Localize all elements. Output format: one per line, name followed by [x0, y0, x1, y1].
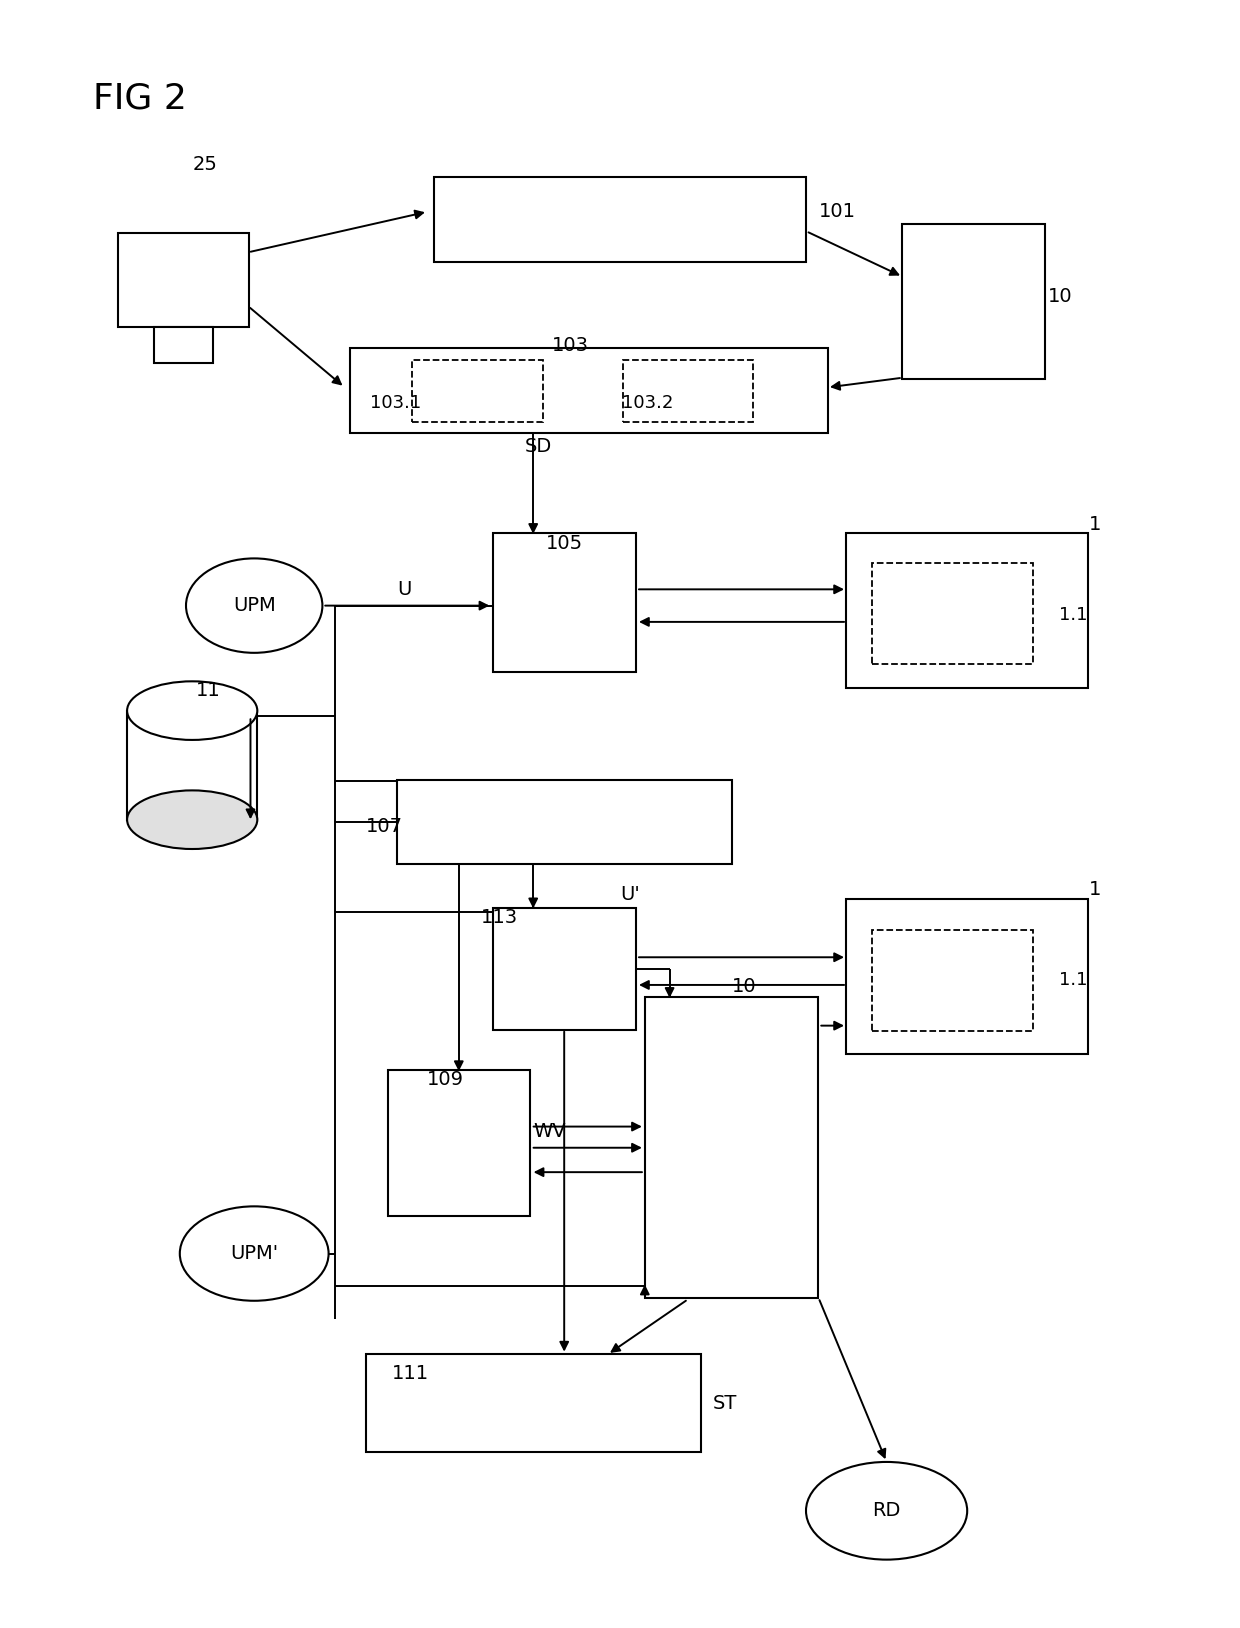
FancyBboxPatch shape	[494, 907, 636, 1029]
Ellipse shape	[806, 1462, 967, 1560]
Text: UPM': UPM'	[231, 1244, 278, 1263]
Text: U': U'	[620, 884, 640, 904]
FancyBboxPatch shape	[872, 563, 1033, 664]
Text: WV: WV	[533, 1122, 565, 1141]
Text: U: U	[397, 580, 412, 599]
FancyBboxPatch shape	[434, 177, 806, 262]
FancyBboxPatch shape	[154, 327, 213, 363]
Text: 103.2: 103.2	[622, 394, 673, 412]
FancyBboxPatch shape	[903, 225, 1044, 379]
FancyBboxPatch shape	[387, 1070, 531, 1216]
Ellipse shape	[180, 1206, 329, 1301]
FancyBboxPatch shape	[350, 348, 828, 433]
Text: FIG 2: FIG 2	[93, 81, 187, 116]
Text: 11: 11	[196, 681, 221, 700]
Text: 103.1: 103.1	[370, 394, 420, 412]
Ellipse shape	[126, 790, 257, 848]
FancyBboxPatch shape	[846, 534, 1089, 687]
FancyBboxPatch shape	[397, 780, 732, 864]
Text: 101: 101	[818, 202, 856, 221]
Text: 103: 103	[552, 335, 589, 355]
Ellipse shape	[186, 558, 322, 653]
FancyBboxPatch shape	[846, 899, 1089, 1055]
Text: 111: 111	[392, 1364, 429, 1384]
FancyBboxPatch shape	[412, 360, 543, 422]
FancyBboxPatch shape	[128, 710, 258, 819]
FancyBboxPatch shape	[872, 930, 1033, 1031]
Ellipse shape	[126, 681, 257, 739]
Text: 25: 25	[192, 155, 217, 174]
Text: RD: RD	[873, 1501, 900, 1521]
Text: ST: ST	[713, 1394, 738, 1413]
FancyBboxPatch shape	[119, 233, 248, 327]
FancyBboxPatch shape	[366, 1354, 701, 1452]
FancyBboxPatch shape	[494, 534, 636, 671]
FancyBboxPatch shape	[645, 996, 818, 1299]
Text: 109: 109	[427, 1070, 464, 1089]
FancyBboxPatch shape	[624, 360, 754, 422]
Text: 10: 10	[1048, 287, 1073, 306]
Text: 1.1: 1.1	[1059, 970, 1087, 990]
Text: 105: 105	[546, 534, 583, 554]
Text: 1: 1	[1089, 514, 1101, 534]
Text: 1.1: 1.1	[1059, 606, 1087, 625]
Text: UPM: UPM	[233, 596, 275, 615]
Text: 113: 113	[481, 908, 518, 928]
Text: 107: 107	[366, 817, 403, 837]
Text: 1: 1	[1089, 879, 1101, 899]
Text: SD: SD	[525, 436, 552, 456]
Text: 10: 10	[732, 977, 756, 996]
